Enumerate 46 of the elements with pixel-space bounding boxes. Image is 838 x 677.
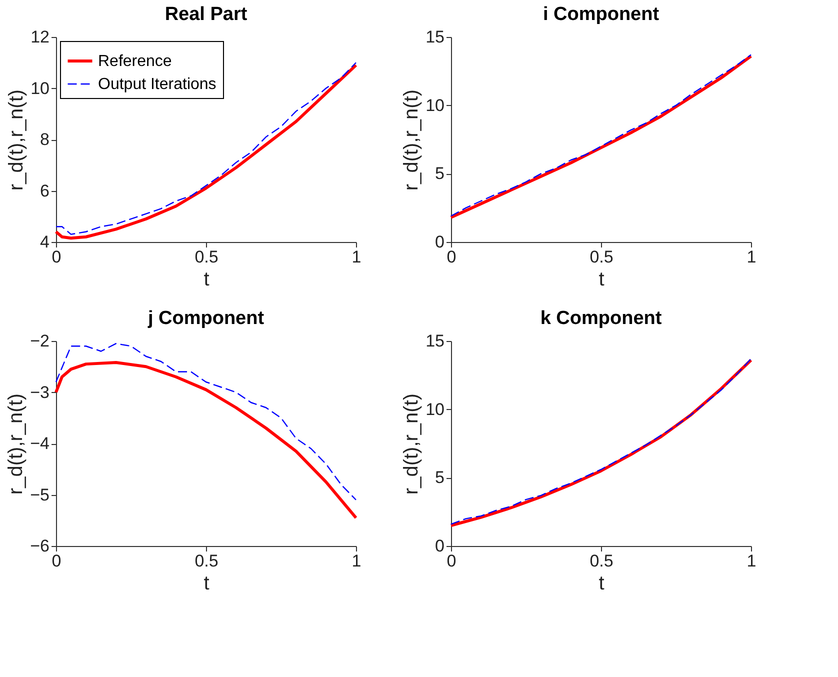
x-tick-label: 0	[446, 552, 456, 570]
x-axis-title: t	[598, 572, 605, 594]
x-tick-label: 1	[352, 248, 362, 266]
y-tick-label: 8	[40, 130, 50, 149]
x-tick-label: 0.5	[194, 248, 218, 266]
y-tick-label: 0	[435, 232, 444, 252]
chart-title: k Component	[540, 308, 662, 329]
y-axis-title: r_d(t),r_n(t)	[6, 89, 28, 191]
y-axis-title: r_d(t),r_n(t)	[400, 89, 423, 191]
x-axis-title: t	[204, 268, 210, 290]
x-tick-label: 0.5	[590, 552, 614, 570]
y-axis-title: r_d(t),r_n(t)	[400, 393, 423, 495]
y-tick-label: −2	[30, 332, 50, 350]
legend-label: Reference	[98, 53, 172, 70]
y-tick-label: 10	[30, 78, 50, 98]
x-tick-label: 0	[52, 552, 62, 570]
y-tick-label: 10	[426, 400, 444, 419]
y-tick-label: −5	[30, 485, 50, 504]
x-tick-label: 1	[352, 552, 362, 570]
x-tick-label: 0.5	[194, 552, 218, 570]
y-tick-label: 5	[435, 468, 444, 488]
y-tick-label: 4	[40, 232, 50, 252]
y-tick-label: 6	[40, 181, 50, 200]
y-tick-label: 15	[426, 332, 444, 350]
y-tick-label: −4	[30, 434, 50, 453]
y-tick-label: −3	[30, 382, 50, 402]
line-series	[55, 342, 357, 500]
y-tick-label: 12	[30, 28, 50, 46]
x-tick-label: 0.5	[590, 248, 614, 266]
y-tick-label: −6	[30, 536, 50, 556]
chart-title: i Component	[542, 4, 660, 25]
y-tick-label: 15	[426, 28, 444, 46]
x-axis-title: t	[598, 268, 605, 290]
legend-label: Output Iterations	[98, 76, 216, 93]
chart-title: Real Part	[164, 4, 248, 25]
x-axis-title: t	[204, 572, 210, 594]
chart-title: j Component	[146, 308, 265, 329]
y-axis-title: r_d(t),r_n(t)	[5, 393, 28, 495]
y-tick-label: 10	[426, 96, 444, 115]
x-tick-label: 1	[746, 248, 756, 266]
x-tick-label: 0	[52, 248, 62, 266]
y-tick-label: 0	[435, 536, 444, 556]
x-tick-label: 0	[446, 248, 456, 266]
line-series	[54, 361, 358, 520]
y-tick-label: 5	[435, 164, 444, 184]
x-tick-label: 1	[746, 552, 756, 570]
